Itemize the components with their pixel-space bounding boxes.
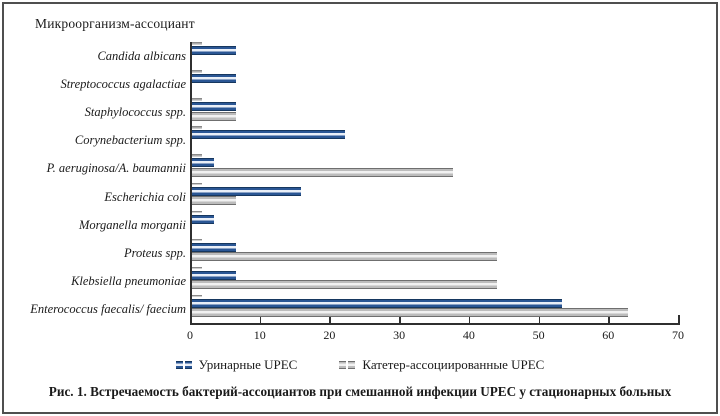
bar-urinary xyxy=(192,74,236,84)
category-tick xyxy=(192,126,202,129)
category-label: Corynebacterium spp. xyxy=(74,133,186,148)
x-axis-tick-label: 50 xyxy=(532,328,545,342)
category-label: Proteus spp. xyxy=(123,245,186,260)
legend-label: Уринарные UPEC xyxy=(198,357,298,372)
x-axis-tick xyxy=(259,317,262,323)
category-label: Staphylococcus spp. xyxy=(84,105,186,120)
category-tick xyxy=(192,70,202,73)
legend-swatch xyxy=(339,361,347,369)
x-axis-tick-label: 40 xyxy=(462,328,475,342)
category-label: Enterococcus faecalis/ faecium xyxy=(30,301,186,316)
bar-catheter xyxy=(192,111,236,121)
legend-swatch xyxy=(175,361,183,369)
category-tick xyxy=(192,42,202,45)
bar-urinary xyxy=(192,46,236,55)
bar-urinary xyxy=(192,102,236,112)
x-axis-tick-label: 70 xyxy=(672,328,684,342)
bar-catheter xyxy=(192,280,498,290)
category-tick xyxy=(192,154,202,157)
legend-swatch xyxy=(348,361,356,369)
category-tick xyxy=(192,266,202,270)
x-axis-tick xyxy=(468,317,471,323)
y-axis-line xyxy=(190,42,192,325)
x-axis-tick-label: 30 xyxy=(393,328,406,342)
x-axis-tick xyxy=(399,317,401,323)
legend-swatch xyxy=(184,361,192,369)
figure-caption: Рис. 1. Встречаемость бактерий-ассоциант… xyxy=(48,384,672,399)
bar-urinary xyxy=(192,130,345,140)
category-tick xyxy=(192,182,202,185)
legend: Уринарные UPEC Катетер-ассоциированные UP… xyxy=(4,356,716,374)
category-label: Escherichia coli xyxy=(104,189,186,204)
legend-item: Катетер-ассоциированные UPEC xyxy=(339,357,544,373)
category-label: Streptococcus agalactiae xyxy=(60,77,186,92)
category-tick xyxy=(192,294,202,298)
legend-label: Катетер-ассоциированные UPEC xyxy=(362,357,545,372)
bar-urinary xyxy=(192,242,236,252)
bar-catheter xyxy=(192,308,628,318)
category-tick xyxy=(192,210,202,214)
bar-urinary xyxy=(192,186,301,196)
x-axis-tick xyxy=(608,317,610,323)
bar-catheter xyxy=(192,252,498,262)
x-axis-tick-label: 0 xyxy=(187,328,193,342)
x-axis-tick-label: 10 xyxy=(253,328,266,342)
x-axis-tick xyxy=(538,317,541,323)
category-label: Morganella morganii xyxy=(78,217,186,232)
bar-catheter xyxy=(192,196,236,205)
legend-marker-urinary xyxy=(175,361,192,369)
category-label: Candida albicans xyxy=(97,49,186,64)
category-tick xyxy=(192,98,202,101)
category-tick xyxy=(192,238,202,242)
category-label: Klebsiella pneumoniae xyxy=(71,273,186,288)
bar-urinary xyxy=(192,298,563,308)
category-label: P. aeruginosa/A. baumannii xyxy=(46,161,186,176)
legend-item: Уринарные UPEC xyxy=(175,357,298,373)
bar-urinary xyxy=(192,270,236,280)
x-axis-tick xyxy=(678,315,680,323)
legend-marker-catheter xyxy=(339,361,356,369)
x-axis-tick xyxy=(329,317,331,323)
x-axis-line xyxy=(190,323,680,325)
chart-title: Микроорганизм-ассоциант xyxy=(35,16,195,31)
bar-urinary xyxy=(192,214,214,224)
bar-urinary xyxy=(192,158,214,168)
bar-catheter xyxy=(192,167,454,177)
x-axis-tick-label: 20 xyxy=(323,328,336,342)
x-axis-tick-label: 60 xyxy=(602,328,615,342)
